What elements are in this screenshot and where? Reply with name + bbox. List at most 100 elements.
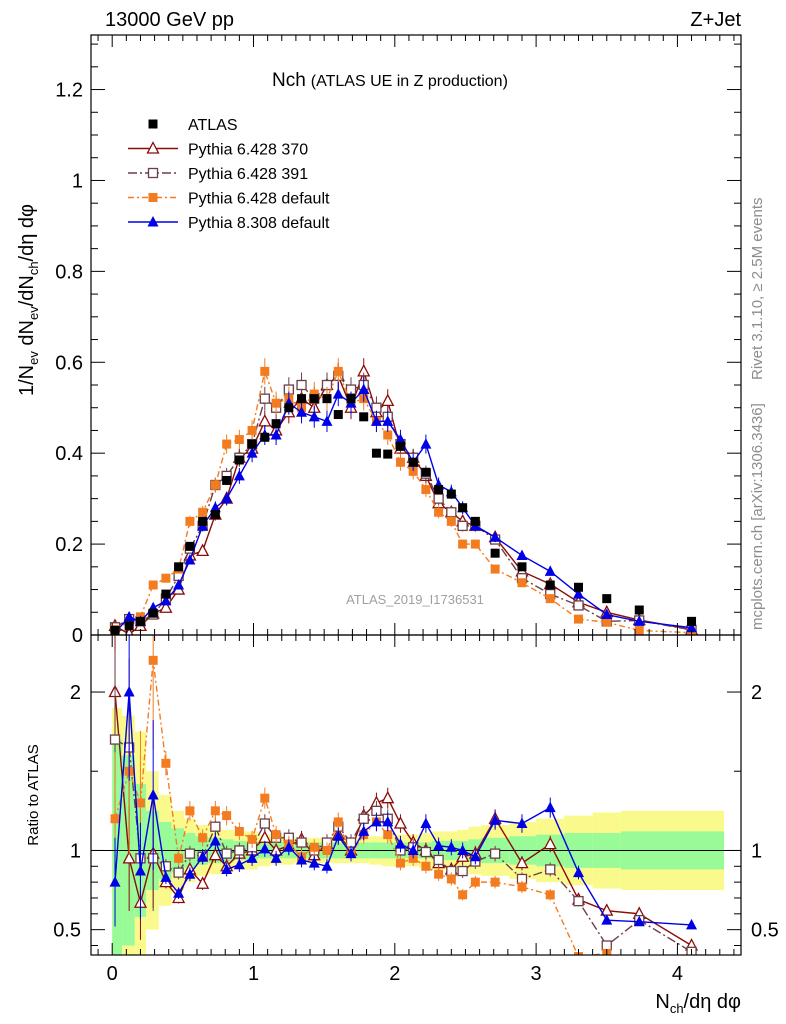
ratio-point	[420, 846, 432, 858]
ratio-point	[210, 806, 220, 816]
data-point	[371, 448, 381, 458]
plot-title: Nch (ATLAS UE in Z production)	[272, 70, 508, 91]
data-point	[270, 429, 282, 440]
ratio-point	[283, 841, 295, 852]
ratio-point	[321, 860, 333, 871]
ratio-point	[545, 864, 556, 875]
data-point	[123, 610, 135, 622]
data-point	[346, 394, 356, 404]
ratio-point	[345, 837, 357, 848]
ratio-point	[196, 876, 210, 889]
ratio-point	[445, 841, 457, 852]
ratio-point	[395, 858, 405, 868]
source-label: mcplots.cern.ch [arXiv:1306.3436]	[749, 403, 766, 630]
data-point	[185, 541, 195, 551]
data-point	[333, 366, 343, 376]
legend-marker	[147, 167, 159, 179]
ratio-point	[234, 826, 244, 836]
legend-marker	[148, 119, 158, 129]
data-point	[421, 467, 431, 477]
data-point	[458, 503, 468, 513]
ratio-plot-frame	[90, 634, 742, 956]
data-point	[457, 520, 468, 532]
data-point	[544, 565, 556, 576]
data-point	[420, 438, 432, 449]
data-point	[196, 543, 210, 557]
legend-entry: ATLAS	[148, 117, 238, 134]
ratio-point	[470, 877, 480, 887]
data-point	[470, 539, 480, 549]
ratio-point	[259, 842, 271, 854]
ratio-point	[394, 838, 406, 849]
ratio-point	[601, 940, 612, 951]
ratio-y-tick-label: 0.5	[53, 920, 81, 942]
ratio-point	[517, 882, 527, 892]
ratio-point	[147, 789, 159, 800]
ratio-point	[383, 830, 393, 840]
x-tick-label: 3	[531, 963, 542, 985]
data-point	[358, 383, 370, 395]
data-point	[209, 501, 221, 513]
data-point	[247, 439, 257, 449]
x-tick-label: 4	[672, 963, 683, 985]
data-point	[222, 475, 232, 485]
legend-label: Pythia 6.428 370	[188, 142, 308, 159]
x-tick-label: 2	[389, 963, 400, 985]
data-point	[135, 616, 145, 626]
data-point	[160, 594, 172, 606]
series-0	[110, 394, 697, 635]
data-point	[545, 594, 555, 604]
data-point	[634, 605, 644, 615]
data-point	[173, 579, 185, 590]
data-point	[174, 562, 184, 572]
ratio-point	[134, 865, 146, 876]
data-point	[308, 410, 320, 422]
legend-label: ATLAS	[188, 117, 238, 134]
ratio-point	[458, 890, 468, 900]
ratio-point	[234, 845, 245, 856]
data-point	[322, 394, 332, 404]
data-point	[161, 573, 171, 583]
ratio-point	[370, 815, 382, 827]
data-point	[198, 507, 208, 517]
ratio-point	[420, 817, 432, 829]
data-point	[434, 507, 444, 517]
ratio-point	[174, 853, 184, 863]
legend-marker	[147, 216, 159, 227]
data-point	[458, 539, 468, 549]
data-point	[490, 548, 500, 558]
legend-entry: Pythia 6.428 default	[128, 191, 330, 208]
data-point	[148, 580, 158, 590]
ratio-point	[198, 833, 208, 843]
data-point	[148, 608, 158, 618]
ratio-point	[221, 863, 233, 874]
ratio-point	[160, 861, 172, 872]
data-point	[408, 457, 418, 467]
y-tick-label: 0.2	[55, 534, 83, 556]
legend-entry: Pythia 6.428 370	[128, 141, 308, 159]
data-point	[517, 578, 527, 588]
ratio-point	[247, 834, 257, 844]
ratio-point	[184, 868, 196, 879]
data-point	[517, 562, 527, 572]
ratio-point	[270, 852, 282, 863]
data-point	[198, 516, 208, 526]
ratio-point	[545, 890, 555, 900]
ratio-point	[135, 798, 145, 808]
data-point	[446, 516, 456, 526]
ratio-point	[573, 895, 584, 907]
ratio-point	[544, 801, 556, 813]
y-tick-label: 0.6	[55, 352, 83, 374]
data-point	[634, 625, 644, 635]
axis-ticks: 0 1 2 3 4 0 0.2 0.4 0.6 0.8 1 1.2 0.5 0.5 1 1 2 2	[53, 35, 779, 985]
ratio-point	[333, 817, 343, 827]
legend-marker	[146, 141, 160, 154]
ratio-point	[209, 834, 221, 846]
data-point	[271, 419, 281, 429]
data-point	[382, 415, 394, 426]
data-point	[574, 614, 583, 624]
ratio-y-tick-label: 1	[70, 840, 81, 862]
x-tick-label: 1	[248, 963, 259, 985]
data-point	[421, 485, 431, 495]
ratio-point	[197, 850, 209, 862]
